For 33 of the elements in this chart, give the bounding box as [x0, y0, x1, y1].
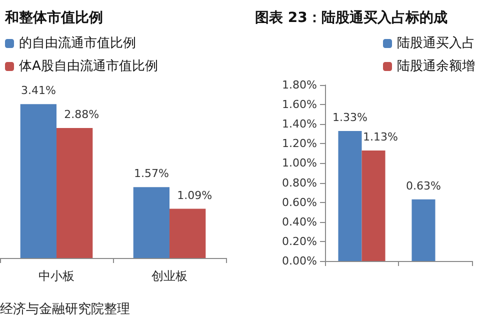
bar	[56, 128, 93, 258]
legend-label: 体A股自由流通市值比例	[19, 58, 158, 74]
data-label: 1.33%	[332, 110, 368, 124]
y-tick-label: 1.20%	[282, 137, 317, 150]
chart-title: 图表 23：陆股通买入占标的成	[255, 9, 448, 26]
data-label: 1.09%	[177, 188, 212, 202]
x-tick-label: 创业板	[152, 269, 188, 283]
bar	[133, 187, 170, 258]
legend-label: 的自由流通市值比例	[19, 35, 136, 51]
x-tick-label: 中小板	[38, 269, 74, 283]
chart-title: 和整体市值比例	[4, 9, 103, 26]
text: 经济与金融研究院整理	[0, 302, 130, 317]
data-label: 0.63%	[406, 179, 441, 192]
y-tick-label: 0.20%	[282, 234, 317, 248]
y-tick-label: 1.40%	[282, 118, 317, 131]
y-tick-label: 0.80%	[282, 176, 317, 190]
y-tick-label: 0.60%	[282, 196, 317, 209]
bar	[362, 150, 386, 261]
legend-label: 陆股通买入占	[397, 36, 475, 51]
y-tick-label: 1.00%	[282, 156, 317, 170]
data-label: 3.41%	[20, 84, 56, 98]
bar	[20, 104, 56, 258]
bar	[412, 199, 436, 261]
bar	[170, 208, 206, 258]
legend-label: 陆股通余额增	[397, 59, 475, 74]
y-tick-label: 1.80%	[282, 78, 317, 92]
data-label: 1.57%	[134, 167, 169, 180]
data-label: 2.88%	[64, 108, 100, 121]
data-label: 1.13%	[363, 130, 398, 144]
bar	[338, 130, 362, 261]
y-tick-label: 0.00%	[282, 254, 317, 268]
y-tick-label: 1.60%	[282, 98, 317, 112]
y-tick-label: 0.40%	[282, 215, 317, 228]
